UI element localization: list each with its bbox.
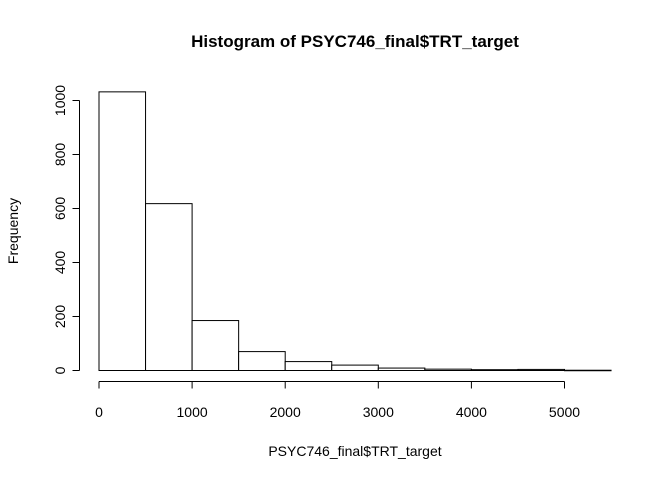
histogram-bar-9 xyxy=(517,368,566,372)
histogram-bar-4 xyxy=(284,361,333,371)
histogram-bar-7 xyxy=(424,368,472,371)
y-axis-label: Frequency xyxy=(5,198,21,264)
histogram-bar-6 xyxy=(377,367,426,372)
x-tick-label-5: 5000 xyxy=(549,404,580,420)
x-tick-label-1: 1000 xyxy=(177,404,208,420)
histogram-bar-3 xyxy=(238,351,286,372)
x-tick-label-3: 3000 xyxy=(363,404,394,420)
y-tick-label-0: 0 xyxy=(52,366,68,374)
y-tick-label-3: 600 xyxy=(52,197,68,221)
y-axis: 0 200 400 600 800 1000 xyxy=(52,85,80,374)
x-tick-label-2: 2000 xyxy=(270,404,301,420)
histogram-bar-5 xyxy=(331,364,379,372)
y-tick-label-2: 400 xyxy=(52,251,68,275)
x-axis: 0 1000 2000 3000 4000 5000 xyxy=(95,381,580,420)
x-tick-label-4: 4000 xyxy=(456,404,487,420)
x-tick-label-0: 0 xyxy=(95,404,103,420)
histogram-bar-2 xyxy=(191,320,240,371)
y-tick-label-4: 800 xyxy=(52,143,68,167)
y-tick-label-1: 200 xyxy=(52,305,68,329)
chart-title: Histogram of PSYC746_final$TRT_target xyxy=(191,32,519,51)
y-tick-label-5: 1000 xyxy=(52,85,68,116)
x-axis-label: PSYC746_final$TRT_target xyxy=(268,443,441,459)
histogram-bar-10 xyxy=(564,369,612,372)
histogram-bar-0 xyxy=(98,91,147,372)
histogram-bar-8 xyxy=(470,369,519,372)
histogram-bar-1 xyxy=(145,203,193,371)
histogram-bars xyxy=(98,91,612,372)
